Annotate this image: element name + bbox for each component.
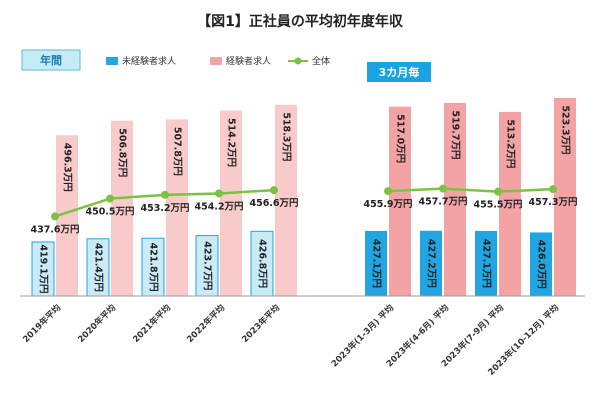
data-label-experienced: 496.3万円 — [62, 143, 73, 192]
data-label-inexperienced: 423.7万円 — [202, 241, 213, 290]
overall-point — [494, 187, 502, 196]
data-label-experienced: 523.3万円 — [560, 105, 571, 154]
legend-marker-overall — [294, 57, 302, 65]
data-label-overall: 450.5万円 — [85, 207, 134, 218]
legend-swatch-experienced — [210, 57, 222, 65]
data-label-overall: 455.9万円 — [363, 199, 412, 210]
data-label-experienced: 518.3万円 — [281, 112, 292, 161]
data-label-experienced: 506.8万円 — [117, 128, 128, 177]
bar-inexperienced — [365, 230, 387, 296]
data-label-overall: 455.5万円 — [473, 200, 522, 211]
data-label-inexperienced: 421.8万円 — [148, 243, 159, 292]
bar-experienced — [220, 110, 242, 296]
overall-point — [51, 212, 59, 221]
category-tick-label: 2019年平均 — [21, 302, 64, 345]
data-label-experienced: 519.7万円 — [450, 110, 461, 159]
legend-label-overall: 全体 — [312, 55, 330, 67]
bar-inexperienced — [530, 232, 552, 296]
bar-experienced — [166, 119, 188, 296]
bar-experienced — [56, 135, 78, 296]
legend-label-experienced: 経験者求人 — [226, 55, 271, 67]
bar-experienced — [111, 120, 133, 297]
data-label-inexperienced: 421.4万円 — [93, 243, 104, 292]
annual-tag: 年間 — [21, 49, 81, 71]
annual-tag-box — [21, 49, 81, 71]
bar-inexperienced — [475, 230, 497, 296]
overall-point — [161, 190, 169, 199]
category-tick-label: 2023年(1-3月) 平均 — [329, 302, 396, 369]
data-label-inexperienced: 419.1万円 — [38, 244, 49, 293]
data-label-overall: 456.6万円 — [249, 198, 298, 209]
data-label-overall: 457.7万円 — [418, 197, 467, 208]
overall-point — [439, 184, 447, 193]
overall-line-quarterly — [387, 187, 554, 193]
data-label-overall: 454.2万円 — [194, 201, 243, 212]
data-label-inexperienced: 427.1万円 — [371, 239, 382, 288]
plot-area: 419.1万円 496.3万円 2019年平均 421.4万円 506.8万円 2020年… — [20, 97, 585, 378]
overall-point — [384, 187, 392, 196]
data-label-inexperienced: 426.0万円 — [536, 240, 547, 289]
legend-label-inexperienced: 未経験者求人 — [122, 55, 176, 67]
legend-swatch-inexperienced — [106, 57, 118, 65]
data-label-overall: 453.2万円 — [140, 203, 189, 214]
category-tick-label: 2021年平均 — [131, 302, 174, 345]
category-tick-label: 2020年平均 — [76, 302, 119, 345]
overall-point — [270, 186, 278, 195]
category-tick-label: 2023年(4-6月) 平均 — [384, 302, 451, 369]
bar-experienced — [554, 97, 576, 296]
category-tick-label: 2022年平均 — [185, 302, 228, 345]
data-label-inexperienced: 427.2万円 — [426, 239, 437, 288]
overall-point — [106, 194, 114, 203]
bar-experienced — [389, 106, 411, 296]
legend: 未経験者求人 経験者求人 全体 — [106, 55, 330, 67]
bar-inexperienced — [420, 230, 442, 296]
quarterly-tag: 3カ月毎 — [367, 62, 431, 82]
data-label-inexperienced: 426.8万円 — [257, 239, 268, 288]
bar-experienced — [444, 102, 466, 296]
bar-experienced — [275, 104, 297, 296]
data-label-experienced: 517.0万円 — [395, 114, 406, 163]
data-label-experienced: 507.8万円 — [172, 127, 183, 176]
data-label-overall: 437.6万円 — [30, 224, 79, 235]
category-tick-label: 2023年(7-9月) 平均 — [439, 302, 506, 369]
quarterly-tag-label: 3カ月毎 — [379, 65, 420, 79]
overall-point — [549, 185, 557, 194]
category-tick-label: 2023年平均 — [240, 302, 283, 345]
data-label-experienced: 513.2万円 — [505, 119, 516, 168]
chart-title: 【図1】正社員の平均初年度年収 — [197, 13, 404, 30]
data-label-inexperienced: 427.1万円 — [481, 239, 492, 288]
overall-point — [215, 189, 223, 198]
annual-tag-label: 年間 — [40, 53, 62, 67]
quarterly-tag-box — [367, 62, 431, 82]
data-label-overall: 457.3万円 — [528, 197, 577, 208]
bar-experienced — [499, 111, 521, 296]
data-label-experienced: 514.2万円 — [226, 118, 237, 167]
